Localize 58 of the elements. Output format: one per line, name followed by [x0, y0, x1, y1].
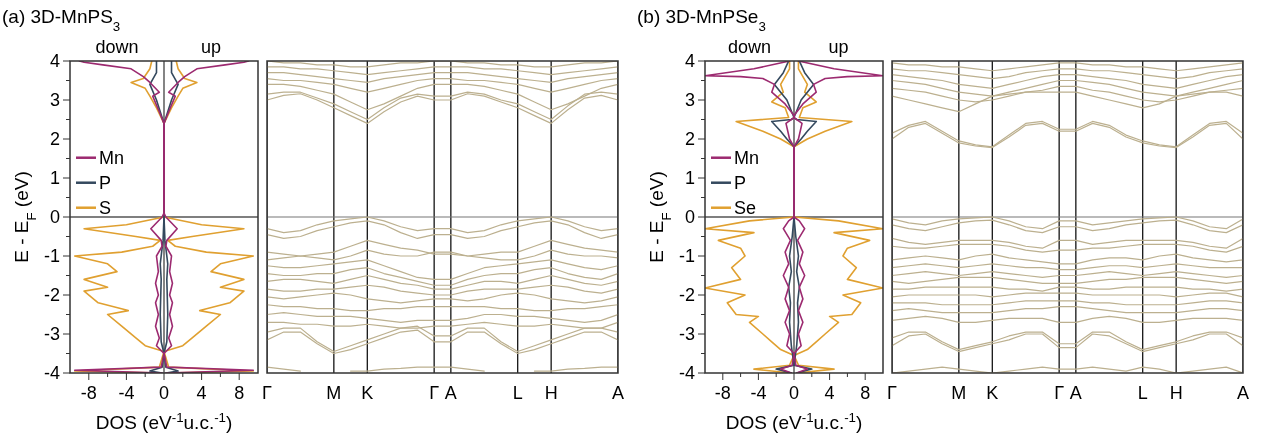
x-tick-label: A [1236, 383, 1250, 403]
x-tick-label: A [444, 383, 457, 403]
y-tick-label: 0 [49, 207, 60, 228]
x-tick-label: -8 [714, 383, 731, 403]
x-tick-label: K [986, 383, 999, 403]
x-tick-label: -8 [80, 383, 97, 403]
text: up [200, 37, 222, 57]
y-tick-label: -4 [678, 363, 695, 384]
y-tick-label: -1 [43, 246, 60, 267]
y-tick-label: 1 [49, 168, 60, 189]
x-tick-label: H [1169, 383, 1183, 403]
chart-title: (a) 3D-MnPS$_{3}$ [2, 6, 121, 34]
x-tick-label: Γ [429, 383, 440, 403]
x-tick-label: Γ [262, 383, 273, 403]
y-tick-label: 3 [684, 90, 695, 111]
y-tick-label: 0 [684, 207, 695, 228]
x-tick-label: M [326, 383, 342, 403]
x-tick-label: M [951, 383, 967, 403]
x-tick-label: H [544, 383, 558, 403]
x-axis-title: DOS (eV$^{-1}$u.c.$^{-1}$) [725, 409, 863, 433]
text: down [727, 37, 772, 57]
legend-label: P [734, 173, 747, 194]
legend-label: S [99, 198, 112, 219]
y-tick-label: 3 [49, 90, 60, 111]
y-tick-label: -2 [43, 285, 60, 306]
text: up [828, 37, 849, 57]
x-axis-title: DOS (eV$^{-1}$u.c.$^{-1}$) [95, 409, 233, 433]
y-tick-label: -4 [43, 363, 60, 384]
legend-label: P [99, 173, 112, 194]
y-tick-label: -3 [678, 324, 695, 345]
legend-label: Mn [99, 148, 125, 169]
x-tick-label: -4 [750, 383, 767, 403]
y-tick-label: 4 [49, 51, 60, 72]
x-tick-label: A [1069, 383, 1082, 403]
x-tick-label: L [512, 383, 523, 403]
x-tick-label: 0 [788, 383, 800, 403]
y-tick-label: 1 [684, 168, 695, 189]
legend-label: Se [734, 198, 757, 219]
y-tick-label: 2 [49, 129, 60, 150]
x-tick-label: 4 [824, 383, 835, 403]
x-tick-label: -4 [118, 383, 135, 403]
x-tick-label: 0 [158, 383, 170, 403]
y-tick-label: 2 [684, 129, 695, 150]
legend-label: Mn [734, 148, 760, 169]
y-tick-label: -2 [678, 285, 695, 306]
x-tick-label: L [1137, 383, 1148, 403]
x-tick-label: 8 [860, 383, 871, 403]
y-tick-label: 4 [684, 51, 695, 72]
x-tick-label: Γ [1054, 383, 1065, 403]
x-tick-label: K [361, 383, 374, 403]
chart-title: (b) 3D-MnPSe$_{3}$ [637, 6, 766, 34]
x-tick-label: 4 [196, 383, 207, 403]
x-tick-label: Γ [887, 383, 898, 403]
y-tick-label: -3 [43, 324, 60, 345]
text: down [95, 37, 139, 57]
y-tick-label: -1 [678, 246, 695, 267]
x-tick-label: 8 [234, 383, 245, 403]
x-tick-label: A [611, 383, 625, 403]
